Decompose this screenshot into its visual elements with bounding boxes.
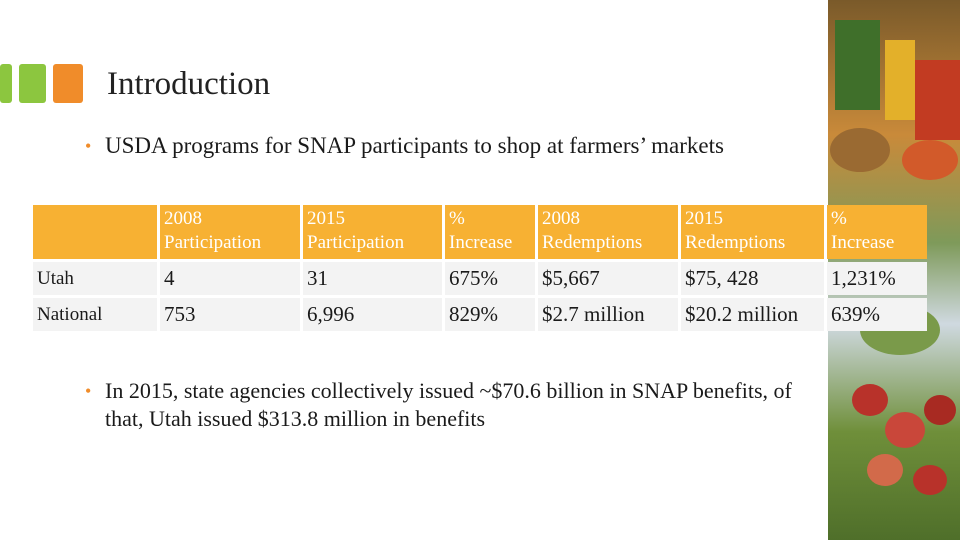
header-text: % Increase — [831, 208, 895, 253]
table-cell: 675% — [445, 262, 535, 295]
header-cell — [33, 205, 157, 259]
header-row: 2008 Participation 2015 Participation % … — [33, 205, 927, 259]
header-text: 2015 Participation — [307, 208, 405, 253]
table-cell: 829% — [445, 298, 535, 331]
square — [19, 64, 46, 103]
bullet-text: In 2015, state agencies collectively iss… — [105, 378, 792, 431]
square — [53, 64, 83, 103]
header-text: % Increase — [449, 208, 513, 253]
table-cell: 1,231% — [827, 262, 927, 295]
table-cell: 6,996 — [303, 298, 442, 331]
table-cell: 639% — [827, 298, 927, 331]
square — [0, 64, 12, 103]
row-label: Utah — [33, 262, 157, 295]
header-cell: 2008 Redemptions — [538, 205, 678, 259]
row-label: National — [33, 298, 157, 331]
header-cell: % Increase — [827, 205, 927, 259]
table-cell: 31 — [303, 262, 442, 295]
bullet-dot: • — [85, 381, 92, 401]
bullet-text: USDA programs for SNAP participants to s… — [105, 133, 724, 158]
header-cell: % Increase — [445, 205, 535, 259]
bullet-dot: • — [85, 136, 92, 156]
header-cell: 2015 Participation — [303, 205, 442, 259]
table-cell: 753 — [160, 298, 300, 331]
table-row: National 753 6,996 829% $2.7 million $20.2 mi… — [33, 298, 927, 331]
table-row: Utah 4 31 675% $5,667 $75, 428 1,231% — [33, 262, 927, 295]
table-body: Utah 4 31 675% $5,667 $75, 428 1,231% National 7… — [33, 262, 927, 331]
bullet: • In 2015, state agencies collectively i… — [85, 377, 805, 433]
header-text: 2015 Redemptions — [685, 208, 786, 253]
table-cell: $5,667 — [538, 262, 678, 295]
table-cell: $75, 428 — [681, 262, 824, 295]
header-cell: 2008 Participation — [160, 205, 300, 259]
header-text: 2008 Participation — [164, 208, 262, 253]
data-table: 2008 Participation 2015 Participation % … — [30, 202, 930, 334]
table-cell: 4 — [160, 262, 300, 295]
bullet: • USDA programs for SNAP participants to… — [85, 131, 825, 161]
table-cell: $2.7 million — [538, 298, 678, 331]
table-cell: $20.2 million — [681, 298, 824, 331]
slide-title: Introduction — [107, 66, 271, 102]
header-cell: 2015 Redemptions — [681, 205, 824, 259]
header-text: 2008 Redemptions — [542, 208, 643, 253]
